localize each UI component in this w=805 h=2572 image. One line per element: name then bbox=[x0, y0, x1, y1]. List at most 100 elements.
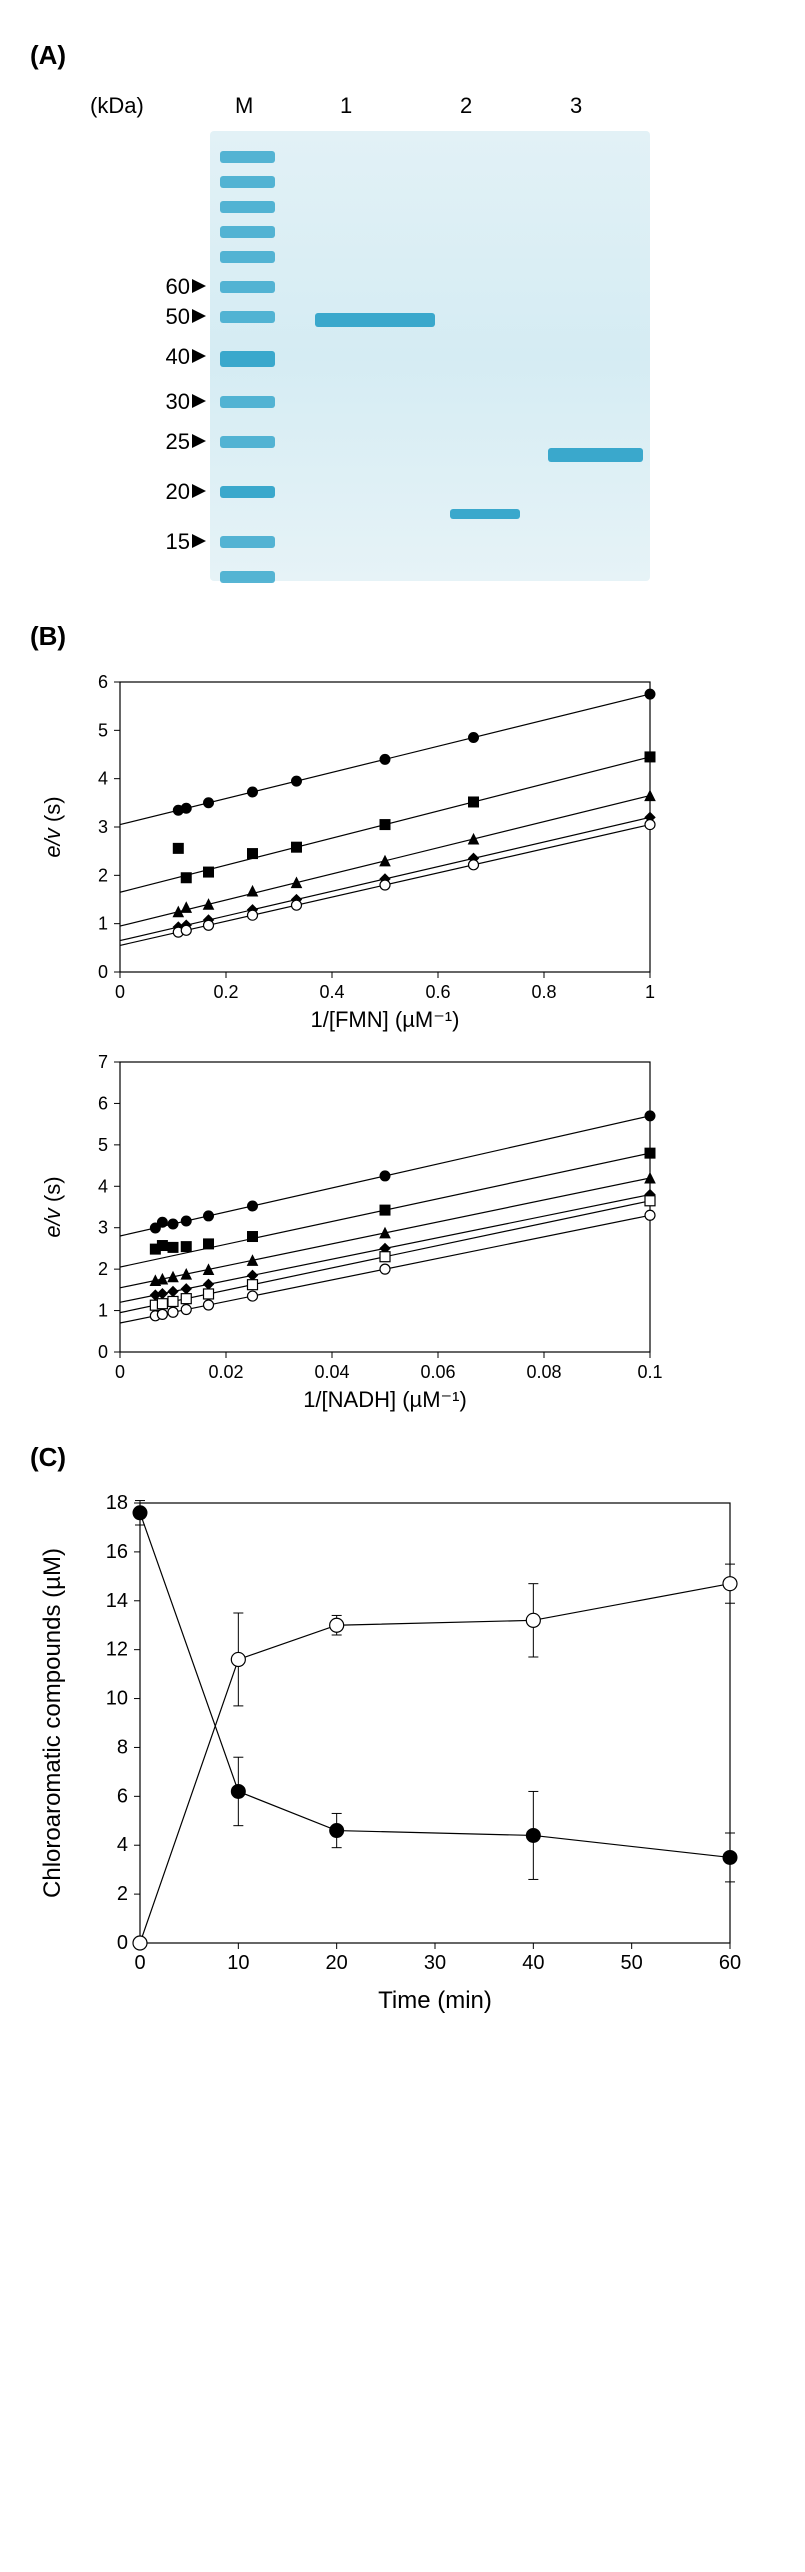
marker-circle-filled bbox=[204, 1211, 214, 1221]
ladder-band bbox=[220, 151, 275, 163]
y-tick-label: 1 bbox=[98, 914, 108, 934]
x-tick-label: 0.04 bbox=[314, 1362, 349, 1382]
y-tick-label: 2 bbox=[98, 1259, 108, 1279]
ladder-band bbox=[220, 436, 275, 448]
y-tick-label: 6 bbox=[98, 1093, 108, 1113]
mw-tick: 15 bbox=[110, 529, 190, 555]
x-tick-label: 0.4 bbox=[319, 982, 344, 1002]
marker-triangle-filled bbox=[645, 791, 655, 801]
marker-square-open bbox=[181, 1294, 191, 1304]
marker-square-filled bbox=[380, 1205, 390, 1215]
marker-square-filled bbox=[204, 1239, 214, 1249]
marker-square-filled bbox=[645, 752, 655, 762]
mw-arrow-icon bbox=[192, 349, 206, 363]
marker-circle-open bbox=[645, 1210, 655, 1220]
x-tick-label: 0 bbox=[115, 1362, 125, 1382]
x-axis-label: Time (min) bbox=[378, 1987, 492, 2014]
marker-circle-open bbox=[469, 860, 479, 870]
x-tick-label: 0.06 bbox=[420, 1362, 455, 1382]
marker-circle-open bbox=[231, 1652, 245, 1666]
marker-triangle-filled bbox=[645, 1173, 655, 1183]
marker-circle-open bbox=[181, 925, 191, 935]
ladder-band bbox=[220, 201, 275, 213]
marker-circle-filled bbox=[248, 787, 258, 797]
marker-circle-open bbox=[157, 1309, 167, 1319]
x-tick-label: 1 bbox=[645, 982, 655, 1002]
ladder-band bbox=[220, 351, 275, 367]
marker-triangle-filled bbox=[204, 899, 214, 909]
marker-circle-filled bbox=[168, 1219, 178, 1229]
marker-diamond-filled bbox=[248, 1270, 258, 1280]
y-tick-label: 6 bbox=[98, 672, 108, 692]
y-tick-label: 5 bbox=[98, 720, 108, 740]
marker-circle-open bbox=[380, 1264, 390, 1274]
ladder-band bbox=[220, 536, 275, 548]
mw-arrow-icon bbox=[192, 394, 206, 408]
mw-arrow-icon bbox=[192, 309, 206, 323]
marker-circle-filled bbox=[645, 1111, 655, 1121]
marker-square-filled bbox=[181, 873, 191, 883]
ladder-band bbox=[220, 571, 275, 583]
ladder-band bbox=[220, 176, 275, 188]
y-tick-label: 1 bbox=[98, 1301, 108, 1321]
marker-square-filled bbox=[291, 842, 301, 852]
marker-circle-filled bbox=[204, 798, 214, 808]
marker-triangle-filled bbox=[204, 1264, 214, 1274]
x-tick-label: 0.02 bbox=[208, 1362, 243, 1382]
mw-arrow-icon bbox=[192, 484, 206, 498]
ladder-band bbox=[220, 281, 275, 293]
marker-circle-open bbox=[645, 820, 655, 830]
marker-circle-filled bbox=[133, 1506, 147, 1520]
x-tick-label: 0.1 bbox=[637, 1362, 662, 1382]
ladder-band bbox=[220, 396, 275, 408]
y-tick-label: 0 bbox=[98, 962, 108, 982]
marker-circle-filled bbox=[231, 1784, 245, 1798]
marker-square-filled bbox=[168, 1242, 178, 1252]
marker-circle-filled bbox=[380, 1171, 390, 1181]
marker-circle-filled bbox=[181, 1216, 191, 1226]
marker-diamond-filled bbox=[181, 1284, 191, 1294]
x-tick-label: 0.6 bbox=[425, 982, 450, 1002]
y-tick-label: 10 bbox=[106, 1688, 128, 1710]
y-tick-label: 4 bbox=[98, 1176, 108, 1196]
marker-circle-open bbox=[526, 1613, 540, 1627]
marker-square-filled bbox=[248, 1232, 258, 1242]
lane-label-M: M bbox=[235, 93, 253, 119]
chart-c: 0102030405060024681012141618Time (min)Ch… bbox=[30, 1483, 750, 2023]
marker-circle-open bbox=[330, 1618, 344, 1632]
y-axis-label: e/v (s) bbox=[40, 1176, 65, 1237]
y-tick-label: 16 bbox=[106, 1541, 128, 1563]
panel-b-label: (B) bbox=[30, 621, 775, 652]
x-axis-label: 1/[NADH] (µM⁻¹) bbox=[303, 1387, 467, 1412]
y-axis-label: e/v (s) bbox=[40, 796, 65, 857]
gel-image: (kDa) 123M60504030252015 bbox=[70, 81, 710, 601]
y-tick-label: 18 bbox=[106, 1492, 128, 1514]
mw-tick: 40 bbox=[110, 344, 190, 370]
sample-band bbox=[548, 448, 643, 462]
x-tick-label: 0 bbox=[115, 982, 125, 1002]
marker-circle-open bbox=[204, 920, 214, 930]
y-tick-label: 12 bbox=[106, 1639, 128, 1661]
x-tick-label: 0 bbox=[134, 1952, 145, 1974]
marker-circle-open bbox=[181, 1305, 191, 1315]
series-line bbox=[140, 1513, 730, 1858]
marker-square-filled bbox=[157, 1241, 167, 1251]
marker-circle-filled bbox=[645, 689, 655, 699]
x-axis-label: 1/[FMN] (µM⁻¹) bbox=[311, 1007, 460, 1032]
mw-arrow-icon bbox=[192, 434, 206, 448]
kda-label: (kDa) bbox=[90, 93, 144, 119]
x-tick-label: 20 bbox=[326, 1952, 348, 1974]
mw-arrow-icon bbox=[192, 279, 206, 293]
ladder-band bbox=[220, 486, 275, 498]
lane-label-3: 3 bbox=[570, 93, 582, 119]
marker-square-filled bbox=[181, 1242, 191, 1252]
marker-square-filled bbox=[204, 867, 214, 877]
marker-circle-filled bbox=[248, 1201, 258, 1211]
marker-diamond-filled bbox=[204, 1279, 214, 1289]
y-tick-label: 3 bbox=[98, 817, 108, 837]
marker-circle-open bbox=[248, 1291, 258, 1301]
marker-circle-filled bbox=[181, 803, 191, 813]
x-tick-label: 0.2 bbox=[213, 982, 238, 1002]
marker-circle-open bbox=[204, 1300, 214, 1310]
marker-square-filled bbox=[380, 820, 390, 830]
